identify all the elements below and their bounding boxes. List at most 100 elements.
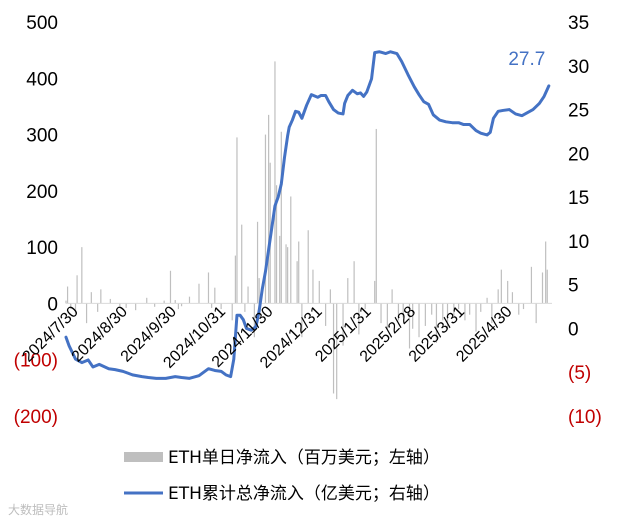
daily-flow-bar	[81, 247, 83, 304]
daily-flow-bar	[491, 303, 493, 324]
daily-flow-bar	[475, 303, 477, 332]
daily-flow-bar	[329, 289, 331, 304]
right-tick-label: 0	[568, 319, 579, 340]
daily-flow-bar	[198, 283, 200, 304]
daily-flow-bar	[163, 300, 165, 304]
right-tick-label: (10)	[568, 407, 602, 428]
legend-label-cumulative: ETH累计总净流入（亿美元；右轴）	[168, 484, 440, 504]
daily-flow-bar	[336, 303, 338, 400]
daily-flow-bar	[453, 303, 455, 318]
daily-flow-bar	[325, 303, 327, 326]
daily-flow-bar	[530, 266, 533, 304]
daily-flow-bar	[76, 275, 78, 304]
right-axis: 35 30 25 20 15 10 5 0 (5) (10)	[568, 13, 602, 428]
daily-flow-bar	[100, 289, 102, 304]
daily-flow-bar	[154, 303, 156, 307]
daily-flow-bar	[207, 272, 210, 304]
left-tick-label: (200)	[14, 407, 58, 428]
left-axis: 500 400 300 200 100 0 (100) (200)	[14, 13, 58, 428]
daily-flow-bar	[480, 303, 482, 312]
daily-flow-bar	[518, 303, 520, 315]
daily-flow-bar	[535, 303, 537, 324]
right-tick-label: 20	[568, 144, 589, 165]
daily-flow-bar	[380, 303, 382, 324]
daily-flow-bar	[241, 224, 243, 304]
right-tick-label: 15	[568, 188, 589, 209]
daily-flow-bar	[486, 297, 488, 304]
daily-flow-bar	[264, 134, 267, 304]
daily-flow-bar	[312, 269, 314, 304]
daily-flow-bar	[109, 298, 111, 304]
daily-flow-bar	[541, 272, 544, 304]
daily-flow-bar	[298, 241, 300, 304]
daily-flow-bar	[431, 303, 433, 315]
daily-flow-bar	[119, 303, 121, 307]
daily-flow-bar	[507, 280, 509, 304]
daily-flow-bar	[464, 303, 466, 321]
daily-flow-bar	[285, 244, 287, 304]
daily-flow-bar	[458, 303, 460, 310]
daily-flow-bar	[358, 303, 360, 335]
daily-flow-bar	[546, 269, 548, 304]
daily-flow-bar	[214, 287, 216, 304]
daily-flow-bar	[65, 300, 67, 304]
daily-flow-bar	[342, 303, 344, 346]
watermark: 大数据导航	[8, 502, 68, 517]
daily-flow-bar	[90, 292, 92, 304]
right-tick-label: 30	[568, 57, 589, 78]
daily-flow-bar	[391, 289, 393, 304]
daily-flow-bar	[253, 303, 255, 338]
right-tick-label: 10	[568, 232, 589, 253]
daily-flow-bar	[279, 235, 281, 304]
daily-flow-bar	[412, 303, 414, 329]
left-tick-label: 400	[26, 69, 58, 90]
daily-flow-bar	[296, 261, 298, 304]
daily-flow-bar	[347, 278, 349, 304]
daily-flow-bar	[442, 303, 444, 321]
daily-flow-bar	[318, 280, 320, 304]
legend: ETH单日净流入（百万美元；左轴） ETH累计总净流入（亿美元；右轴）	[124, 448, 440, 504]
daily-flow-bar	[125, 303, 127, 308]
daily-flow-bar	[497, 289, 499, 304]
daily-flow-bar	[244, 303, 246, 312]
daily-flow-bar	[74, 303, 77, 315]
daily-flow-bar	[469, 303, 471, 315]
daily-flow-bar	[268, 114, 270, 304]
daily-flow-bar	[135, 303, 137, 311]
legend-label-daily: ETH单日净流入（百万美元；左轴）	[168, 448, 440, 468]
daily-flow-bar	[435, 303, 438, 343]
daily-flow-bar	[307, 230, 309, 304]
daily-flow-bar	[234, 255, 236, 304]
left-tick-label: 100	[26, 238, 58, 259]
daily-flow-bar	[220, 303, 222, 310]
daily-flow-bar	[70, 303, 72, 310]
daily-flow-bar	[258, 278, 260, 304]
legend-swatch-daily	[124, 452, 163, 462]
daily-flow-bar	[256, 221, 259, 304]
right-tick-label: 25	[568, 101, 589, 122]
daily-flow-bar	[174, 300, 176, 304]
left-tick-label: 300	[26, 126, 58, 147]
right-tick-label: (5)	[568, 363, 591, 384]
daily-flow-bar	[374, 280, 376, 304]
daily-flow-bar	[280, 131, 282, 304]
daily-flow-bar	[231, 303, 233, 321]
daily-flow-bar	[169, 270, 172, 304]
daily-flow-bar	[177, 303, 179, 310]
daily-flow-bar	[97, 303, 99, 312]
daily-flow-bar	[364, 303, 366, 310]
daily-flow-bar	[146, 297, 148, 304]
daily-flow-bar	[188, 296, 191, 304]
daily-flow-bar	[236, 137, 238, 304]
daily-flow-bar	[180, 303, 183, 307]
daily-flow-bar	[397, 303, 400, 321]
daily-flow-bar	[287, 247, 289, 304]
daily-flow-bar	[332, 303, 335, 394]
end-value-label: 27.7	[508, 49, 545, 70]
daily-flow-bar	[66, 286, 69, 304]
daily-flow-bar	[274, 61, 276, 304]
daily-flow-bar	[418, 303, 420, 338]
daily-flow-bar	[545, 241, 547, 304]
